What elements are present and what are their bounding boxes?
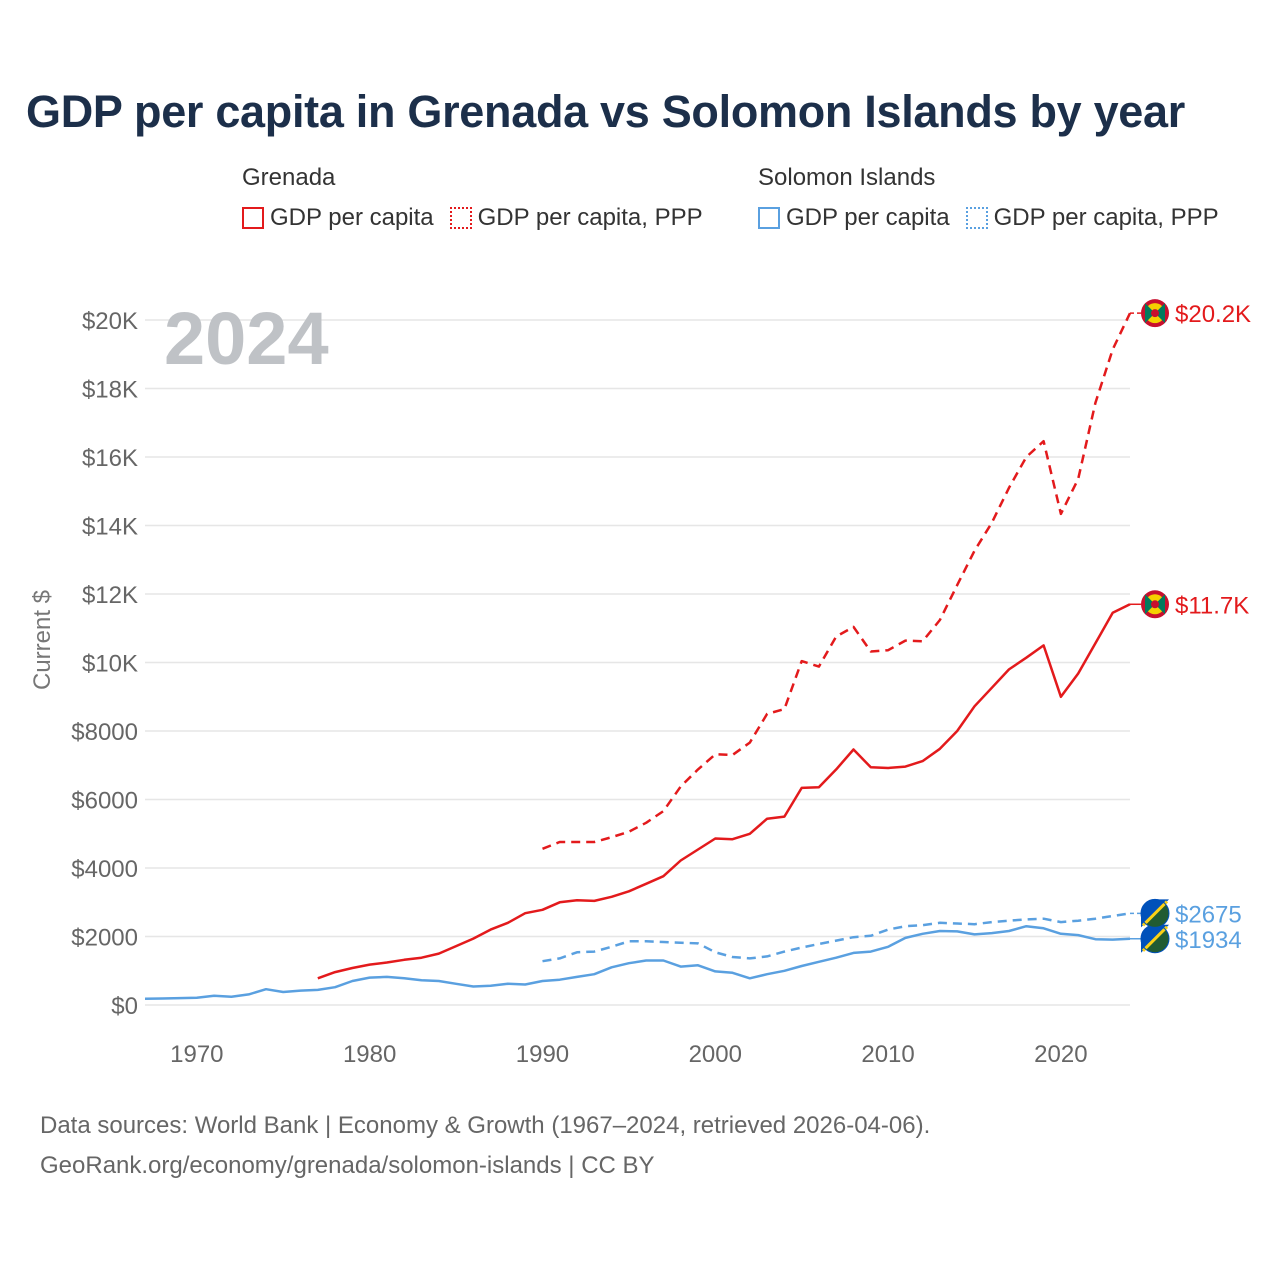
chart-title: GDP per capita in Grenada vs Solomon Isl… — [26, 86, 1185, 137]
dotted-swatch-icon — [965, 207, 988, 229]
series-lines — [144, 312, 1132, 1001]
y-tick-label: $10K — [82, 651, 138, 678]
legend-group-solomon-islands: Solomon Islands GDP per capita GDP per c… — [758, 164, 1219, 232]
x-tick-label: 2010 — [861, 1041, 914, 1068]
year-label: 2024 — [164, 297, 329, 380]
y-axis-ticks: $0 $2000 $4000 $6000 $8000 $10K $12K $14K $16K $1… — [71, 308, 138, 1020]
solomon-islands-flag-icon — [1130, 898, 1170, 928]
x-tick-label: 1970 — [170, 1041, 223, 1068]
legend-label: GDP per capita — [786, 204, 950, 231]
series-end-label: $1934 — [1175, 927, 1242, 954]
legend-label: GDP per capita, PPP — [993, 204, 1219, 231]
x-axis-ticks: 1970 1980 1990 2000 2010 2020 — [170, 1041, 1087, 1068]
legend-group-title-grenada: Grenada — [242, 164, 336, 191]
gridlines — [145, 319, 1130, 1006]
y-tick-label: $0 — [111, 993, 138, 1020]
series-end-label: $2675 — [1175, 901, 1242, 928]
series-line-solomon-islands-gdp-per-capita-ppp — [542, 912, 1131, 963]
y-tick-label: $18K — [82, 377, 138, 404]
series-end-label: $11.7K — [1175, 592, 1249, 619]
legend-item-grenada-gdp[interactable]: GDP per capita — [242, 204, 434, 232]
x-tick-label: 2000 — [689, 1041, 742, 1068]
legend-item-grenada-gdp-ppp[interactable]: GDP per capita, PPP — [449, 204, 703, 232]
footer: Data sources: World Bank | Economy & Gro… — [40, 1106, 930, 1186]
legend-label: GDP per capita — [270, 204, 434, 231]
y-tick-label: $20K — [82, 308, 138, 335]
y-tick-label: $16K — [82, 445, 138, 472]
y-tick-label: $4000 — [71, 856, 138, 883]
series-line-grenada-gdp-per-capita — [317, 603, 1131, 980]
x-tick-label: 1990 — [516, 1041, 569, 1068]
y-tick-label: $12K — [82, 582, 138, 609]
series-line-solomon-islands-gdp-per-capita — [144, 924, 1131, 1001]
legend-item-solomon-gdp-ppp[interactable]: GDP per capita, PPP — [965, 204, 1219, 232]
solid-swatch-icon — [242, 207, 264, 229]
series-line-grenada-gdp-per-capita-ppp — [542, 312, 1132, 850]
end-labels: $11.7K $20.2K $1934$2675 — [1130, 299, 1251, 954]
legend-label: GDP per capita, PPP — [477, 204, 703, 231]
y-tick-label: $6000 — [71, 788, 138, 815]
solid-swatch-icon — [758, 207, 780, 229]
y-axis-label: Current $ — [29, 590, 56, 690]
x-tick-label: 2020 — [1034, 1041, 1087, 1068]
footer-credit: GeoRank.org/economy/grenada/solomon-isla… — [40, 1152, 655, 1179]
x-tick-label: 1980 — [343, 1041, 396, 1068]
y-tick-label: $14K — [82, 514, 138, 541]
footer-sources: Data sources: World Bank | Economy & Gro… — [40, 1112, 931, 1139]
solomon-islands-flag-icon — [1130, 924, 1170, 954]
legend-item-solomon-gdp[interactable]: GDP per capita — [758, 204, 950, 232]
series-end-label: $20.2K — [1175, 301, 1251, 328]
legend-group-grenada: Grenada GDP per capita GDP per capita, P… — [242, 164, 703, 232]
y-tick-label: $8000 — [71, 719, 138, 746]
grenada-flag-icon — [1130, 590, 1169, 619]
legend-group-title-solomon-islands: Solomon Islands — [758, 164, 936, 191]
y-tick-label: $2000 — [71, 925, 138, 952]
dotted-swatch-icon — [449, 207, 472, 229]
grenada-flag-icon — [1130, 299, 1169, 328]
